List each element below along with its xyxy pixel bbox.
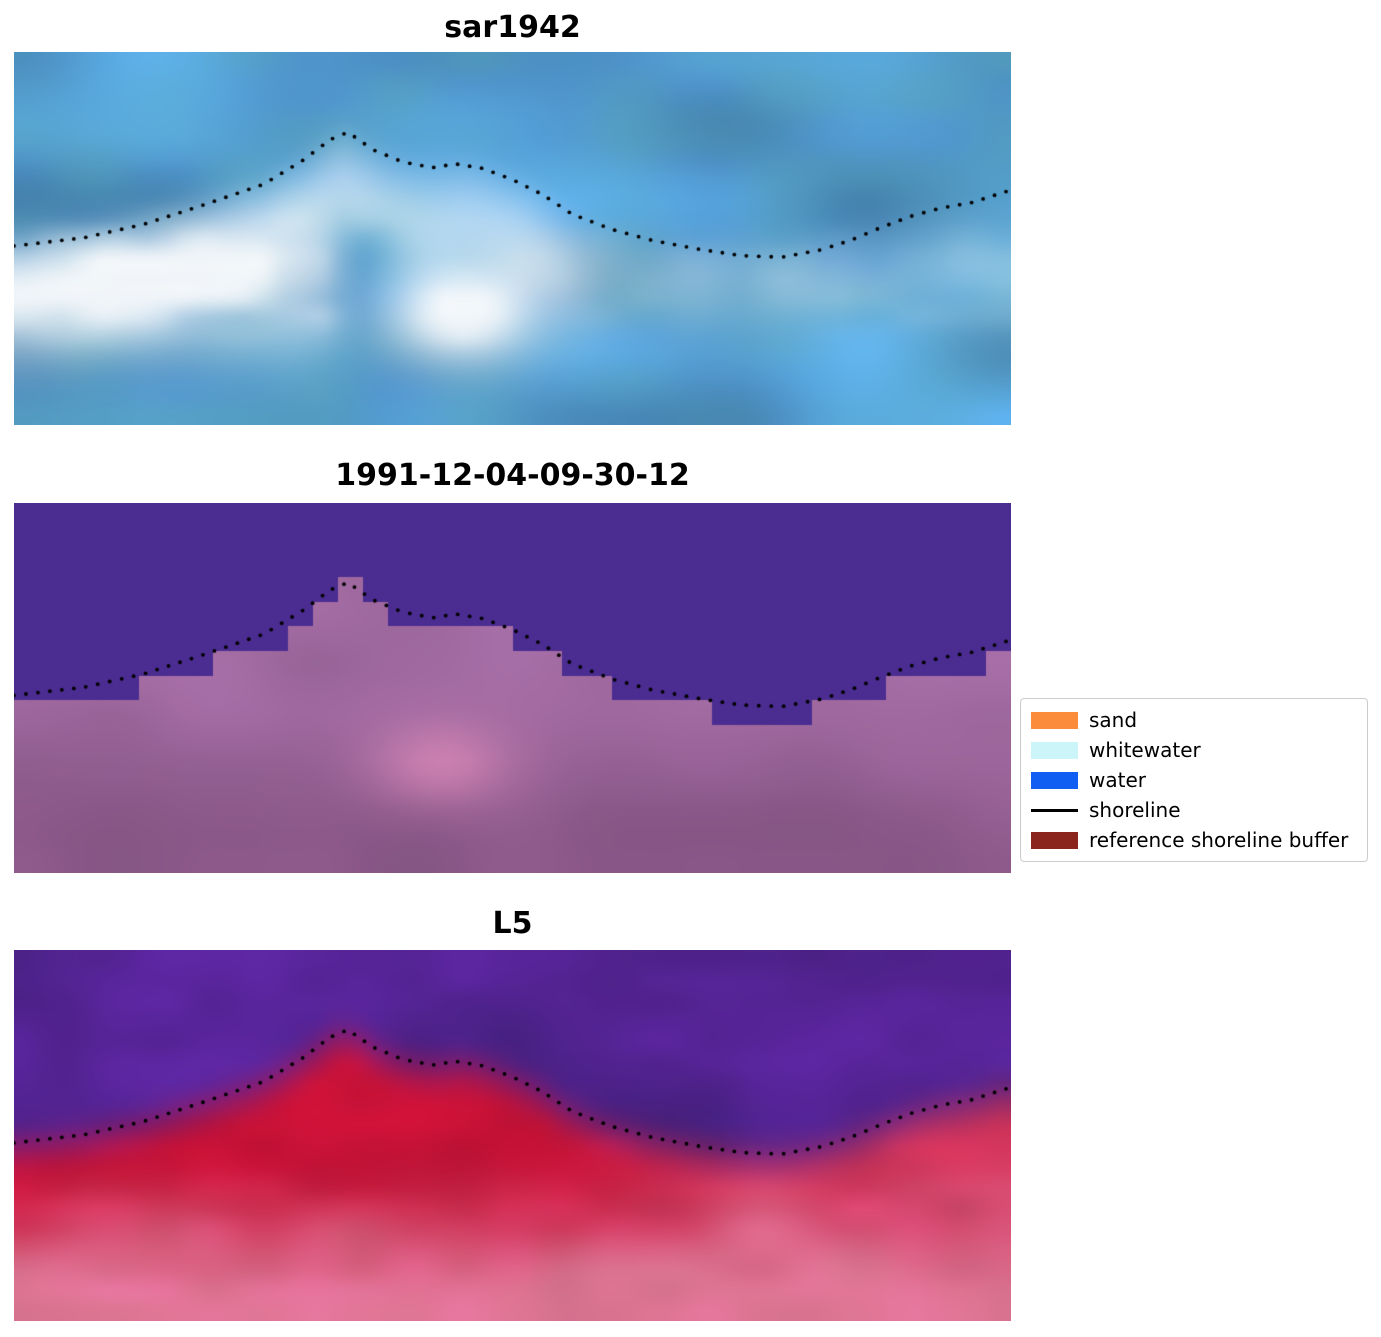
legend-label-sand: sand: [1089, 708, 1138, 732]
shoreline-line-swatch: [1031, 808, 1078, 812]
legend-item-whitewater: whitewater: [1031, 735, 1357, 765]
legend-item-shoreline: shoreline: [1031, 795, 1357, 825]
whitewater-swatch: [1031, 741, 1078, 759]
water-swatch: [1031, 771, 1078, 789]
panel-title-classified-date: 1991-12-04-09-30-12: [335, 458, 690, 493]
sand-swatch: [1031, 711, 1078, 729]
l5-image: [14, 950, 1011, 1321]
legend-item-water: water: [1031, 765, 1357, 795]
classified-scene-image: [14, 503, 1011, 873]
legend-label-water: water: [1089, 768, 1146, 792]
legend: sand whitewater water shoreline referenc…: [1020, 698, 1368, 862]
legend-label-shoreline: shoreline: [1089, 798, 1181, 822]
legend-label-reference-shoreline-buffer: reference shoreline buffer: [1089, 828, 1349, 852]
panel-title-l5: L5: [492, 906, 533, 941]
sar1942-image: [14, 52, 1011, 425]
legend-item-reference-shoreline-buffer: reference shoreline buffer: [1031, 825, 1357, 855]
legend-label-whitewater: whitewater: [1089, 738, 1201, 762]
legend-item-sand: sand: [1031, 705, 1357, 735]
reference-shoreline-buffer-swatch: [1031, 831, 1078, 849]
panel-title-sar1942: sar1942: [444, 10, 581, 45]
